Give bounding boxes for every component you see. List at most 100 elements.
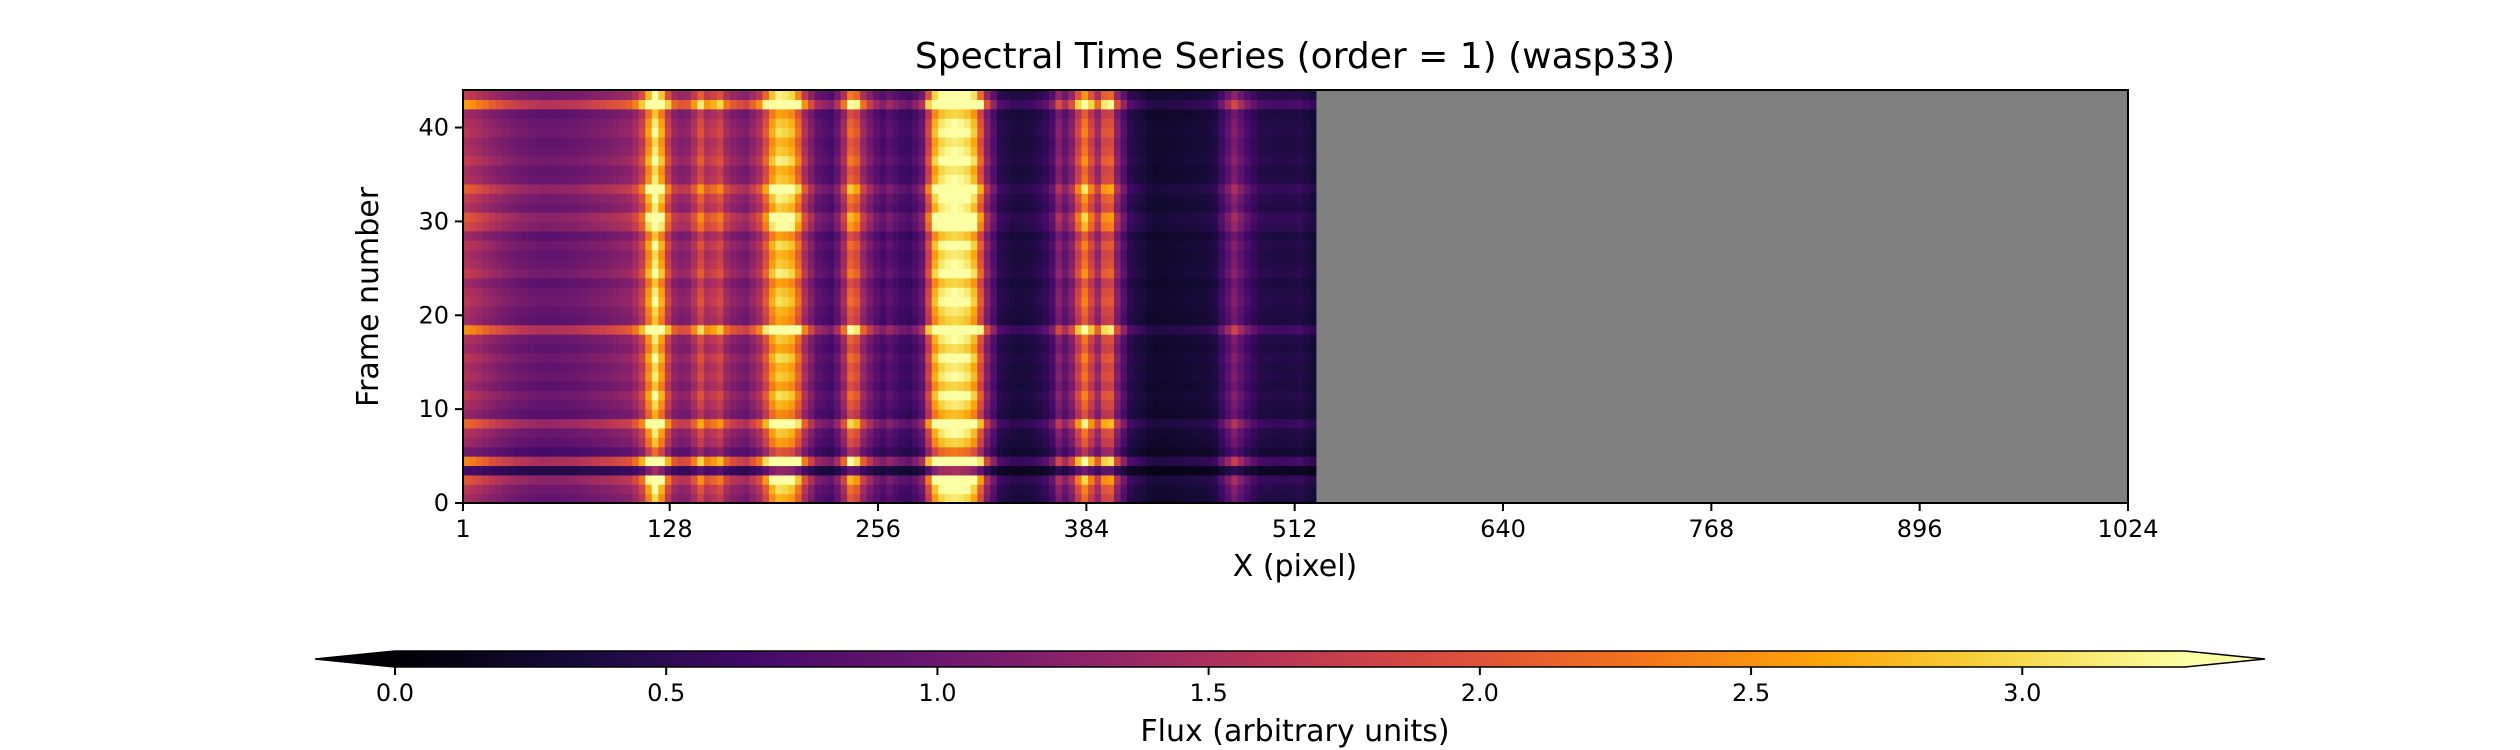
heatmap-cell	[547, 409, 555, 420]
heatmap-cell	[808, 277, 816, 288]
heatmap-cell	[1094, 343, 1102, 354]
heatmap-cell	[827, 258, 835, 269]
heatmap-cell	[1081, 418, 1089, 429]
heatmap-cell	[1042, 409, 1050, 420]
heatmap-cell	[1009, 399, 1017, 410]
heatmap-cell	[1146, 193, 1154, 204]
heatmap-cell	[1244, 390, 1252, 401]
heatmap-cell	[1218, 390, 1226, 401]
heatmap-cell	[892, 418, 900, 429]
heatmap-cell	[821, 287, 829, 298]
heatmap-cell	[697, 202, 705, 213]
heatmap-cell	[821, 474, 829, 485]
heatmap-cell	[1198, 352, 1206, 363]
heatmap-cell	[990, 230, 998, 241]
heatmap-cell	[938, 165, 946, 176]
heatmap-cell	[1263, 334, 1271, 345]
heatmap-cell	[1140, 296, 1148, 307]
heatmap-cell	[1035, 427, 1044, 438]
heatmap-cell	[1029, 390, 1037, 401]
heatmap-cell	[521, 474, 529, 485]
heatmap-cell	[1061, 249, 1070, 260]
heatmap-cell	[925, 390, 933, 401]
heatmap-cell	[814, 474, 822, 485]
heatmap-cell	[775, 484, 783, 495]
heatmap-cell	[1048, 174, 1057, 185]
heatmap-cell	[1270, 465, 1278, 476]
heatmap-cell	[1120, 240, 1128, 251]
heatmap-cell	[1055, 446, 1063, 457]
heatmap-cell	[1237, 437, 1245, 448]
heatmap-cell	[788, 212, 796, 223]
heatmap-cell	[983, 437, 991, 448]
heatmap-cell	[1107, 362, 1115, 373]
heatmap-cell	[886, 362, 894, 373]
heatmap-cell	[1250, 446, 1258, 457]
heatmap-cell	[1087, 380, 1096, 391]
heatmap-cell	[1140, 315, 1148, 326]
heatmap-cell	[1133, 380, 1141, 391]
heatmap-cell	[534, 287, 542, 298]
heatmap-cell	[586, 484, 594, 495]
heatmap-cell	[1218, 418, 1226, 429]
heatmap-cell	[918, 362, 926, 373]
heatmap-cell	[1042, 183, 1050, 194]
heatmap-cell	[1257, 212, 1265, 223]
heatmap-cell	[886, 380, 894, 391]
heatmap-cell	[970, 174, 978, 185]
heatmap-cell	[912, 165, 920, 176]
heatmap-cell	[482, 221, 490, 232]
heatmap-cell	[1140, 484, 1148, 495]
heatmap-cell	[1101, 456, 1109, 467]
heatmap-cell	[964, 493, 972, 503]
heatmap-cell	[1107, 456, 1115, 467]
heatmap-cell	[606, 399, 614, 410]
heatmap-cell	[1153, 446, 1161, 457]
heatmap-cell	[1061, 334, 1070, 345]
heatmap-cell	[1224, 474, 1232, 485]
heatmap-cell	[847, 427, 855, 438]
heatmap-cell	[1003, 493, 1011, 503]
heatmap-cell	[977, 343, 985, 354]
heatmap-cell	[1159, 380, 1167, 391]
heatmap-cell	[508, 258, 516, 269]
heatmap-cell	[1127, 221, 1135, 232]
heatmap-cell	[1042, 212, 1050, 223]
heatmap-cell	[1198, 371, 1206, 382]
heatmap-cell	[528, 324, 536, 335]
heatmap-cell	[521, 183, 529, 194]
heatmap-cell	[1166, 465, 1174, 476]
heatmap-cell	[892, 165, 900, 176]
heatmap-cell	[645, 380, 653, 391]
heatmap-cell	[495, 427, 503, 438]
heatmap-cell	[521, 334, 529, 345]
heatmap-cell	[1094, 230, 1102, 241]
heatmap-cell	[1211, 399, 1219, 410]
heatmap-cell	[808, 362, 816, 373]
heatmap-cell	[1185, 409, 1193, 420]
heatmap-cell	[625, 437, 633, 448]
heatmap-cell	[1140, 258, 1148, 269]
heatmap-cell	[541, 136, 549, 147]
heatmap-cell	[1192, 146, 1200, 157]
heatmap-cell	[853, 174, 861, 185]
heatmap-cell	[970, 249, 978, 260]
heatmap-cell	[599, 493, 607, 503]
heatmap-cell	[1185, 371, 1193, 382]
heatmap-cell	[931, 456, 939, 467]
heatmap-cell	[1179, 249, 1187, 260]
heatmap-cell	[1146, 324, 1154, 335]
heatmap-cell	[729, 268, 738, 279]
heatmap-cell	[983, 230, 991, 241]
heatmap-cell	[1179, 390, 1187, 401]
heatmap-cell	[834, 371, 842, 382]
heatmap-cell	[482, 277, 490, 288]
heatmap-cell	[502, 334, 510, 345]
heatmap-cell	[1120, 409, 1128, 420]
heatmap-cell	[1035, 446, 1044, 457]
heatmap-cell	[755, 465, 764, 476]
heatmap-cell	[580, 183, 588, 194]
heatmap-cell	[1283, 212, 1291, 223]
heatmap-cell	[795, 362, 803, 373]
heatmap-cell	[1179, 418, 1187, 429]
